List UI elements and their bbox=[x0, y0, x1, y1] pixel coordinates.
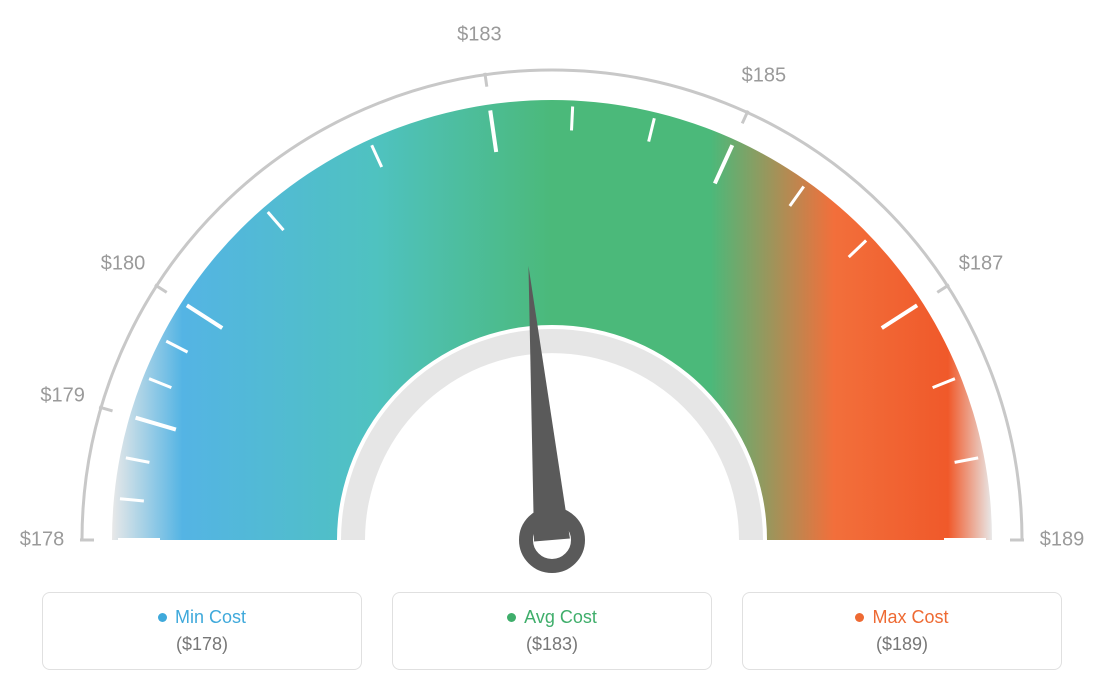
legend-text-max: Max Cost bbox=[872, 607, 948, 628]
legend-text-avg: Avg Cost bbox=[524, 607, 597, 628]
legend-text-min: Min Cost bbox=[175, 607, 246, 628]
tick-label: $180 bbox=[101, 253, 146, 276]
tick-label: $178 bbox=[20, 529, 65, 552]
tick-label: $179 bbox=[40, 385, 85, 408]
tick-label: $183 bbox=[457, 24, 502, 47]
legend-value-min: ($178) bbox=[63, 634, 341, 655]
legend-value-avg: ($183) bbox=[413, 634, 691, 655]
chart-container: $178 $179 $180 $183 $185 $187 $189 Min Cost ($… bbox=[0, 0, 1104, 690]
legend-card-avg: Avg Cost ($183) bbox=[392, 592, 712, 670]
tick-label: $187 bbox=[959, 253, 1004, 276]
legend-card-max: Max Cost ($189) bbox=[742, 592, 1062, 670]
legend-dot-max bbox=[855, 613, 864, 622]
tick-label: $185 bbox=[742, 65, 787, 88]
gauge-svg bbox=[0, 0, 1104, 580]
legend-dot-min bbox=[158, 613, 167, 622]
legend-row: Min Cost ($178) Avg Cost ($183) Max Cost… bbox=[0, 592, 1104, 670]
legend-label-avg: Avg Cost bbox=[413, 607, 691, 628]
legend-dot-avg bbox=[507, 613, 516, 622]
tick-label: $189 bbox=[1040, 529, 1085, 552]
legend-card-min: Min Cost ($178) bbox=[42, 592, 362, 670]
gauge-area: $178 $179 $180 $183 $185 $187 $189 bbox=[0, 0, 1104, 580]
legend-label-min: Min Cost bbox=[63, 607, 341, 628]
legend-label-max: Max Cost bbox=[763, 607, 1041, 628]
legend-value-max: ($189) bbox=[763, 634, 1041, 655]
